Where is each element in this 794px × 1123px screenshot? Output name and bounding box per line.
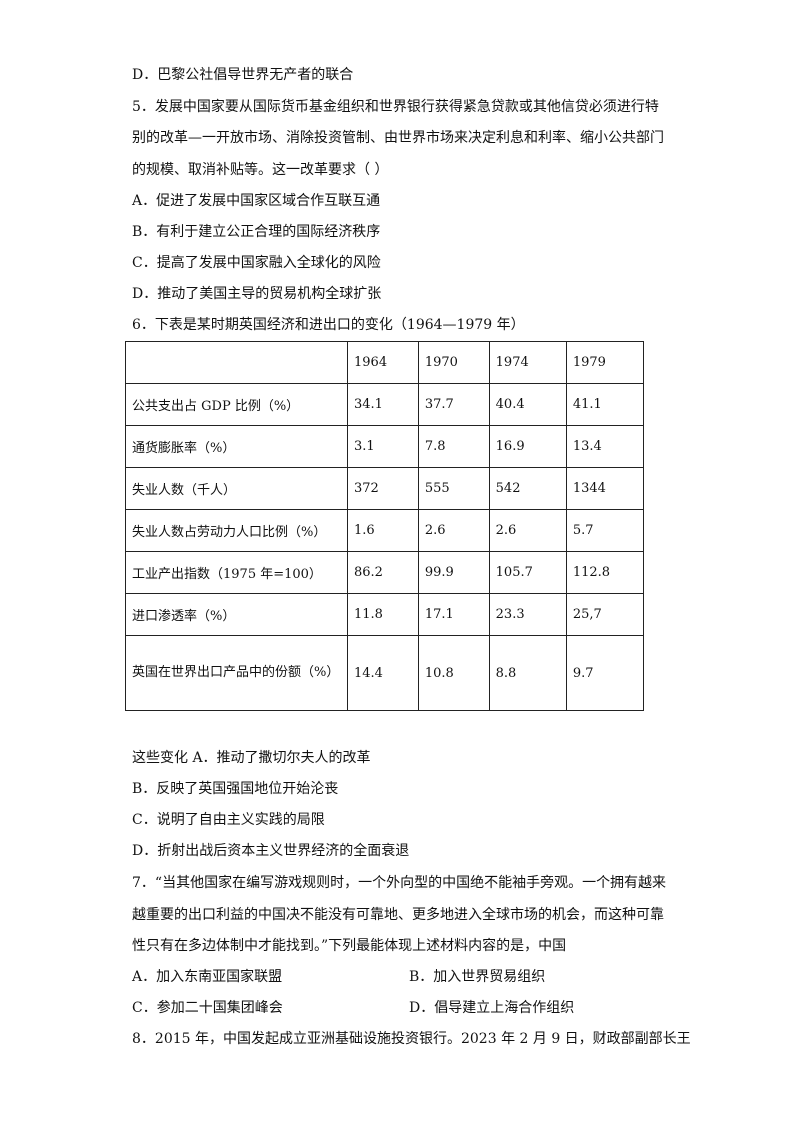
row-label: 工业产出指数（1975 年=100）: [125, 551, 348, 594]
q6-option-c: C．说明了自由主义实践的局限: [132, 812, 325, 828]
table-cell: 86.2: [347, 551, 419, 594]
row-label: 失业人数（千人）: [125, 467, 348, 510]
table-cell: 9.7: [565, 635, 645, 711]
table-cell: 37.7: [417, 383, 490, 426]
table-cell: 17.1: [417, 593, 490, 636]
q7-option-b: B．加入世界贸易组织: [409, 969, 546, 985]
q6-stem: 6．下表是某时期英国经济和进出口的变化（1964—1979 年）: [132, 317, 525, 333]
q5-option-b: B．有利于建立公正合理的国际经济秩序: [132, 224, 381, 240]
table-cell: 112.8: [565, 551, 645, 594]
q7-option-a: A．加入东南亚国家联盟: [132, 969, 283, 985]
row-label: 失业人数占劳动力人口比例（%）: [125, 509, 348, 552]
table-row: 失业人数占劳动力人口比例（%） 1.6 2.6 2.6 5.7: [125, 509, 645, 552]
q7-stem: 越重要的出口利益的中国决不能没有可靠地、更多地进入全球市场的机会，而这种可靠: [132, 907, 664, 923]
table-header-row: 1964 1970 1974 1979: [125, 341, 645, 384]
table-cell: 542: [488, 467, 567, 510]
table-row: 工业产出指数（1975 年=100） 86.2 99.9 105.7 112.8: [125, 551, 645, 594]
table-cell: 34.1: [347, 383, 419, 426]
table-cell: 41.1: [565, 383, 645, 426]
table-cell: 7.8: [417, 425, 490, 468]
table-header: 1979: [565, 341, 645, 384]
row-label: 通货膨胀率（%）: [125, 425, 348, 468]
q7-option-d: D．倡导建立上海合作组织: [409, 1000, 575, 1016]
table-header: 1970: [417, 341, 490, 384]
table-cell: 3.1: [347, 425, 419, 468]
table-cell: 1344: [565, 467, 645, 510]
q4-option-d: D．巴黎公社倡导世界无产者的联合: [132, 67, 354, 83]
table-cell: 40.4: [488, 383, 567, 426]
table-cell: 5.7: [565, 509, 645, 552]
table-cell: 2.6: [417, 509, 490, 552]
table-header: 1974: [488, 341, 567, 384]
table-cell: 372: [347, 467, 419, 510]
table-cell: 25,7: [565, 593, 645, 636]
row-label: 进口渗透率（%）: [125, 593, 348, 636]
row-label: 英国在世界出口产品中的份额（%）: [125, 635, 348, 711]
table-cell: 16.9: [488, 425, 567, 468]
q5-stem: 的规模、取消补贴等。这一改革要求（ ）: [132, 162, 389, 178]
table-row: 进口渗透率（%） 11.8 17.1 23.3 25,7: [125, 593, 645, 636]
table-row: 英国在世界出口产品中的份额（%） 14.4 10.8 8.8 9.7: [125, 635, 645, 711]
table-row: 公共支出占 GDP 比例（%） 34.1 37.7 40.4 41.1: [125, 383, 645, 426]
table-cell: 1.6: [347, 509, 419, 552]
q5-option-d: D．推动了美国主导的贸易机构全球扩张: [132, 286, 382, 302]
q6-option-b: B．反映了英国强国地位开始沦丧: [132, 781, 339, 797]
row-label: 公共支出占 GDP 比例（%）: [125, 383, 348, 426]
q8-stem: 8．2015 年，中国发起成立亚洲基础设施投资银行。2023 年 2 月 9 日…: [132, 1031, 691, 1047]
table-cell: 8.8: [488, 635, 567, 711]
table-row: 通货膨胀率（%） 3.1 7.8 16.9 13.4: [125, 425, 645, 468]
q5-stem: 5．发展中国家要从国际货币基金组织和世界银行获得紧急贷款或其他信贷必须进行特: [132, 99, 659, 115]
q5-stem: 别的改革—一开放市场、消除投资管制、由世界市场来决定利息和利率、缩小公共部门: [132, 130, 664, 146]
table-cell: 13.4: [565, 425, 645, 468]
q6-option-a: 这些变化 A．推动了撒切尔夫人的改革: [132, 750, 371, 766]
table-cell: 11.8: [347, 593, 419, 636]
table-cell: 105.7: [488, 551, 567, 594]
q5-option-a: A．促进了发展中国家区域合作互联互通: [132, 193, 381, 209]
table-cell: 10.8: [417, 635, 490, 711]
q7-option-c: C．参加二十国集团峰会: [132, 1000, 283, 1016]
table-cell: 14.4: [347, 635, 419, 711]
table-header: 1964: [347, 341, 419, 384]
table-cell: 2.6: [488, 509, 567, 552]
q6-option-d: D．折射出战后资本主义世界经济的全面衰退: [132, 843, 410, 859]
table-row: 失业人数（千人） 372 555 542 1344: [125, 467, 645, 510]
table-cell: 99.9: [417, 551, 490, 594]
table-cell: 555: [417, 467, 490, 510]
q5-option-c: C．提高了发展中国家融入全球化的风险: [132, 255, 381, 271]
q7-stem: 性只有在多边体制中才能找到。”下列最能体现上述材料内容的是，中国: [132, 938, 567, 954]
table-cell: 23.3: [488, 593, 567, 636]
data-table: 1964 1970 1974 1979 公共支出占 GDP 比例（%） 34.1…: [125, 341, 645, 711]
table-cell: [125, 341, 348, 384]
q7-stem: 7．“当其他国家在编写游戏规则时，一个外向型的中国绝不能袖手旁观。一个拥有越来: [132, 875, 667, 891]
